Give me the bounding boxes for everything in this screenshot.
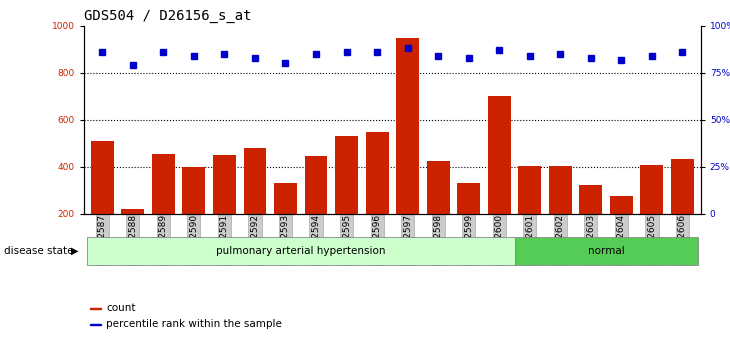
Text: ▶: ▶ <box>72 246 79 256</box>
Text: pulmonary arterial hypertension: pulmonary arterial hypertension <box>216 246 385 256</box>
Bar <box>90 308 101 309</box>
Bar <box>90 324 101 325</box>
Bar <box>518 166 541 261</box>
Bar <box>488 96 511 261</box>
Bar <box>396 38 419 261</box>
Bar <box>610 196 633 261</box>
Bar <box>213 155 236 261</box>
Text: count: count <box>106 303 136 313</box>
Bar <box>274 183 297 261</box>
Text: normal: normal <box>588 246 624 256</box>
Bar <box>91 141 114 261</box>
Bar <box>640 165 664 261</box>
Text: percentile rank within the sample: percentile rank within the sample <box>106 319 282 329</box>
Bar <box>304 156 328 261</box>
Bar <box>671 159 694 261</box>
Bar <box>366 132 388 261</box>
Bar <box>457 183 480 261</box>
Bar <box>549 166 572 261</box>
Bar <box>182 167 205 261</box>
FancyBboxPatch shape <box>515 237 698 265</box>
FancyBboxPatch shape <box>87 237 515 265</box>
Text: disease state: disease state <box>4 246 73 256</box>
Bar <box>244 148 266 261</box>
Bar <box>152 154 174 261</box>
Bar <box>427 161 450 261</box>
Bar <box>580 185 602 261</box>
Bar <box>121 209 145 261</box>
Text: GDS504 / D26156_s_at: GDS504 / D26156_s_at <box>84 9 251 23</box>
Bar <box>335 136 358 261</box>
